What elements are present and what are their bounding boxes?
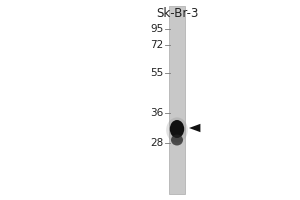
Text: 55: 55: [150, 68, 164, 78]
Polygon shape: [189, 124, 200, 132]
Text: 28: 28: [150, 138, 164, 148]
Text: 36: 36: [150, 108, 164, 118]
Ellipse shape: [170, 120, 184, 138]
Bar: [169, 6, 184, 194]
Text: 95: 95: [150, 24, 164, 34]
Text: Sk-Br-3: Sk-Br-3: [156, 7, 198, 20]
Ellipse shape: [166, 117, 188, 143]
Ellipse shape: [171, 134, 183, 146]
Text: 72: 72: [150, 40, 164, 50]
